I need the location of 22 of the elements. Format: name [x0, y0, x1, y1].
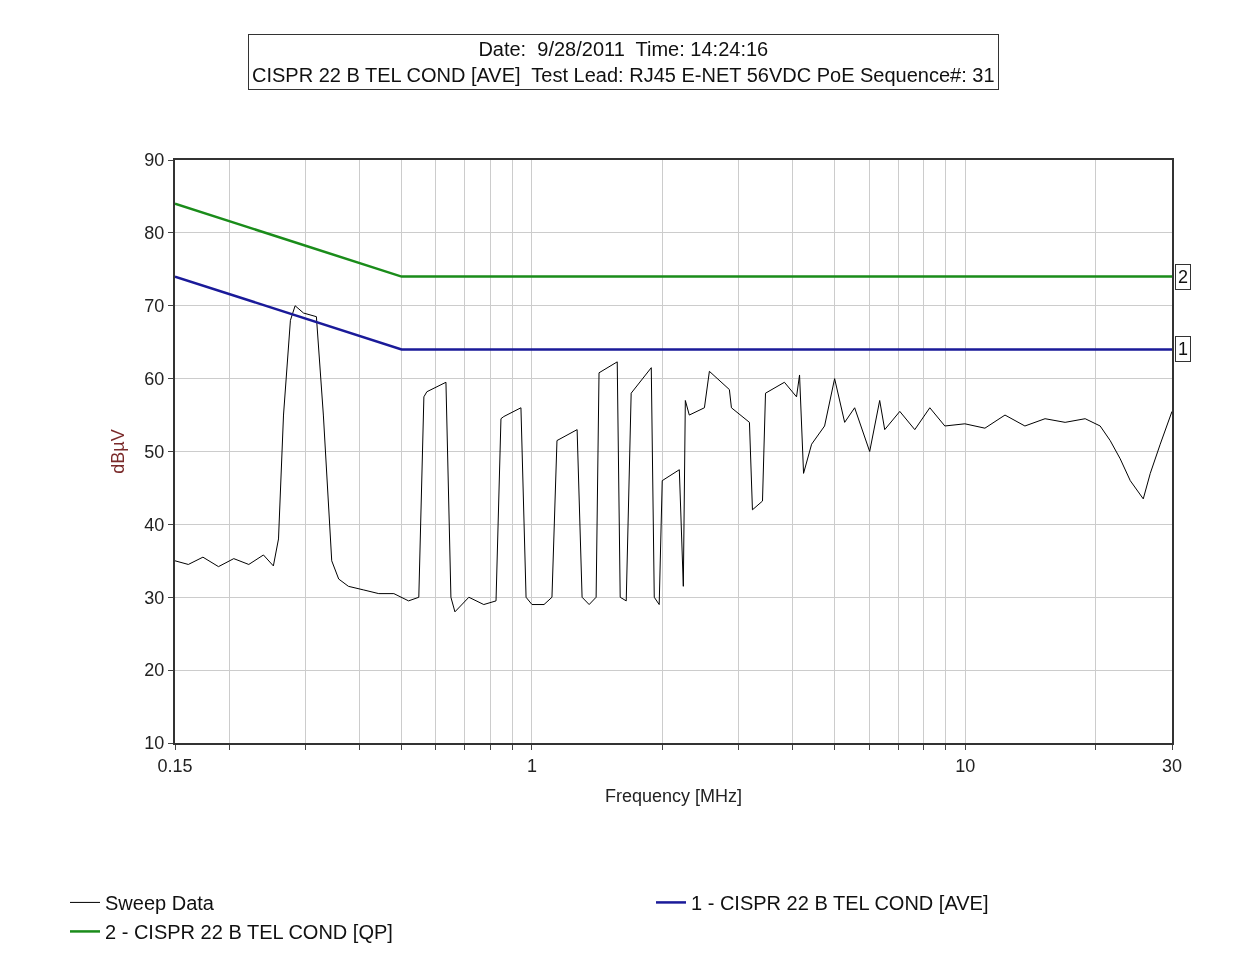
chart-subtitle: CISPR 22 B TEL COND [AVE] Test Lead: RJ45 E-NET 56VDC PoE Sequence#: 31 [252, 64, 995, 86]
x-axis-title: Frequency [MHz] [604, 786, 743, 807]
y-axis-title: dBµV [108, 429, 129, 474]
x-tick-label: 1 [526, 755, 537, 776]
x-tick-label: 0.15 [157, 755, 193, 776]
legend-label: 2 - CISPR 22 B TEL COND [QP] [105, 921, 393, 944]
legend-label: Sweep Data [105, 892, 215, 915]
y-tick-label: 30 [144, 587, 165, 608]
legend-label: 1 - CISPR 22 B TEL COND [AVE] [691, 892, 989, 915]
annotation: 2 [1178, 267, 1189, 287]
y-tick-label: 70 [144, 296, 165, 317]
y-tick-label: 50 [144, 441, 165, 462]
y-tick-label: 40 [144, 514, 165, 535]
chart-title: Date: 9/28/2011 Time: 14:24:16 [478, 38, 769, 60]
y-tick-label: 90 [144, 150, 165, 171]
annotation: 1 [1178, 339, 1189, 359]
y-tick-label: 60 [144, 368, 165, 389]
y-tick-label: 80 [144, 223, 165, 244]
x-tick-label: 10 [955, 755, 976, 776]
x-tick-label: 30 [1161, 755, 1183, 776]
y-tick-label: 20 [144, 660, 165, 681]
y-tick-label: 10 [144, 733, 165, 754]
